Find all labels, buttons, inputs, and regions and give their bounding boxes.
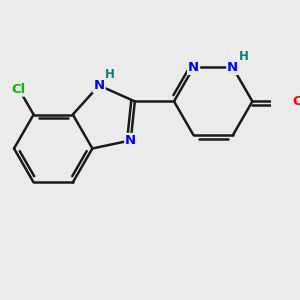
- Text: N: N: [227, 61, 238, 74]
- Text: N: N: [125, 134, 136, 147]
- Text: O: O: [292, 95, 300, 108]
- Text: N: N: [94, 79, 105, 92]
- Text: H: H: [239, 50, 249, 63]
- Text: N: N: [188, 61, 199, 74]
- Text: Cl: Cl: [12, 82, 26, 96]
- Text: H: H: [105, 68, 115, 81]
